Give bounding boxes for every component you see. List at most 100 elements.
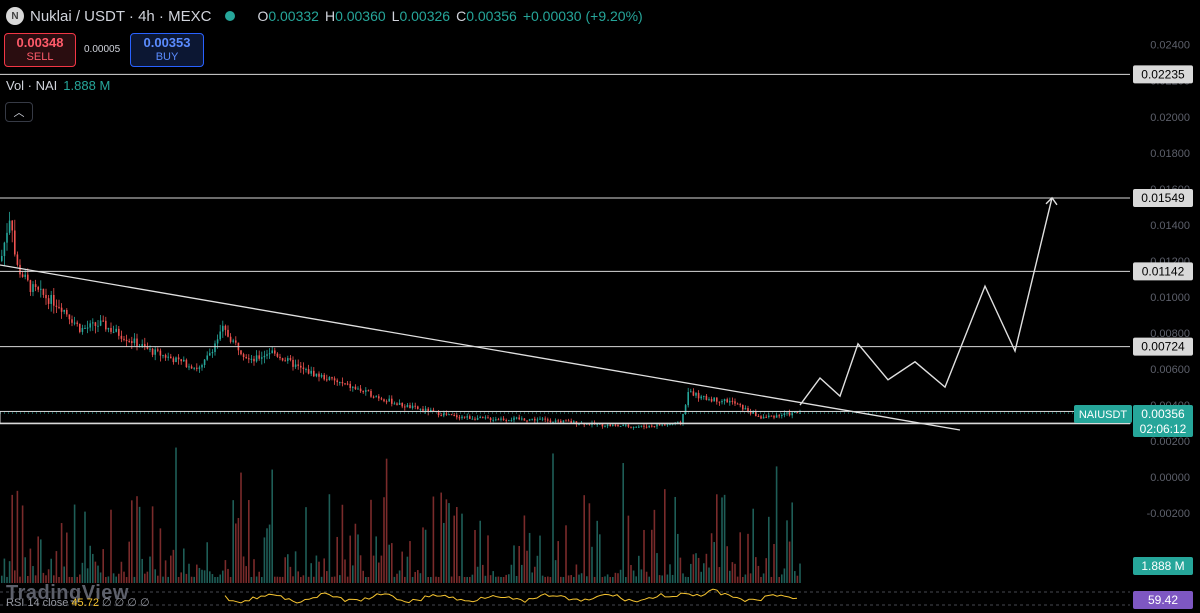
volume-bar <box>370 499 372 583</box>
candle-body <box>284 360 286 362</box>
volume-bar <box>268 524 271 583</box>
candle-body <box>193 367 195 369</box>
candle-body <box>50 294 52 304</box>
candle-body <box>172 358 175 363</box>
candle-body <box>313 370 315 377</box>
volume-bar <box>443 522 445 583</box>
volume-bar <box>146 571 149 583</box>
candle-body <box>29 280 32 292</box>
volume-bar <box>341 504 344 583</box>
volume-bar <box>232 500 234 583</box>
volume-bar <box>81 562 84 583</box>
volume-bar <box>562 576 565 583</box>
volume-bar <box>791 502 793 583</box>
candle-body <box>372 396 375 398</box>
volume-bar <box>781 574 783 583</box>
candle-body <box>726 399 728 403</box>
volume-bar <box>638 555 640 583</box>
candle-body <box>502 418 505 421</box>
candle-body <box>157 349 159 351</box>
candle-body <box>115 328 117 332</box>
volume-bar <box>539 535 541 583</box>
collapse-legend-button[interactable]: ︿ <box>5 102 33 122</box>
candle-body <box>47 298 50 304</box>
volume-bar <box>216 576 219 583</box>
volume-bar <box>24 557 26 583</box>
candle-body <box>573 421 575 423</box>
buy-button[interactable]: 0.00353 BUY <box>130 33 204 67</box>
volume-bar <box>175 447 177 583</box>
candle-body <box>692 391 695 396</box>
volume-bar <box>752 508 754 583</box>
candle-body <box>128 341 130 343</box>
candle-body <box>500 418 502 420</box>
candle-body <box>622 424 624 426</box>
candle-body <box>570 421 572 423</box>
volume-bar <box>214 576 216 583</box>
candle-body <box>393 403 396 405</box>
volume-bar <box>105 576 107 583</box>
volume-bar <box>279 576 281 583</box>
volume-bar <box>656 553 658 583</box>
candle-body <box>274 350 276 354</box>
candle-body <box>669 424 671 426</box>
volume-bar <box>742 576 744 583</box>
candle-body <box>783 413 786 416</box>
volume-bar <box>125 576 128 583</box>
volume-bar <box>34 575 37 583</box>
candle-body <box>476 418 479 420</box>
volume-bar <box>788 541 791 583</box>
candle-body <box>336 380 338 383</box>
volume-bar <box>359 555 362 583</box>
volume-bar <box>346 576 349 583</box>
volume-bar <box>354 523 357 583</box>
volume-bar <box>37 536 39 583</box>
volume-bar <box>708 567 710 583</box>
volume-bar <box>729 570 731 583</box>
countdown-label: 02:06:12 <box>1140 422 1187 436</box>
volume-bar <box>396 573 398 583</box>
candle-body <box>497 419 500 421</box>
candle-body <box>409 405 411 409</box>
volume-bar <box>580 573 583 583</box>
rsi-badge <box>1133 591 1193 609</box>
volume-bar <box>604 576 606 583</box>
volume-bar <box>365 576 367 583</box>
candle-body <box>604 426 606 428</box>
candle-body <box>341 382 344 384</box>
candle-body <box>21 274 24 277</box>
volume-bar <box>188 563 190 583</box>
sell-button[interactable]: 0.00348 SELL <box>4 33 76 67</box>
projection-path <box>799 197 1053 406</box>
volume-bar <box>469 576 471 583</box>
candle-body <box>32 284 34 292</box>
candle-body <box>437 411 440 416</box>
volume-bar <box>11 494 13 583</box>
candle-body <box>531 418 533 420</box>
volume-bar <box>76 576 78 583</box>
rsi-legend-label: RSI 14 close <box>6 597 69 609</box>
candle-body <box>518 417 520 420</box>
volume-bar <box>310 563 312 583</box>
candle-body <box>695 392 697 396</box>
volume-bar <box>227 568 229 583</box>
candle-body <box>619 425 622 427</box>
candle-body <box>385 401 388 403</box>
volume-bar <box>570 575 572 583</box>
volume-bar <box>224 560 227 583</box>
volume-bar <box>68 576 71 583</box>
candle-body <box>456 415 458 418</box>
volume-bar <box>518 545 520 583</box>
candle-body <box>474 418 476 420</box>
volume-bar <box>528 532 531 583</box>
symbol-title[interactable]: Nuklai / USDT · 4h · MEXC <box>30 7 212 25</box>
candle-body <box>242 354 245 358</box>
volume-bar <box>471 574 474 583</box>
volume-bar <box>203 570 206 583</box>
volume-bar <box>177 576 180 583</box>
volume-bar <box>687 576 689 583</box>
level-price-badge <box>1133 189 1193 208</box>
volume-bar <box>333 576 336 583</box>
volume-legend-value: 1.888 M <box>63 78 111 93</box>
